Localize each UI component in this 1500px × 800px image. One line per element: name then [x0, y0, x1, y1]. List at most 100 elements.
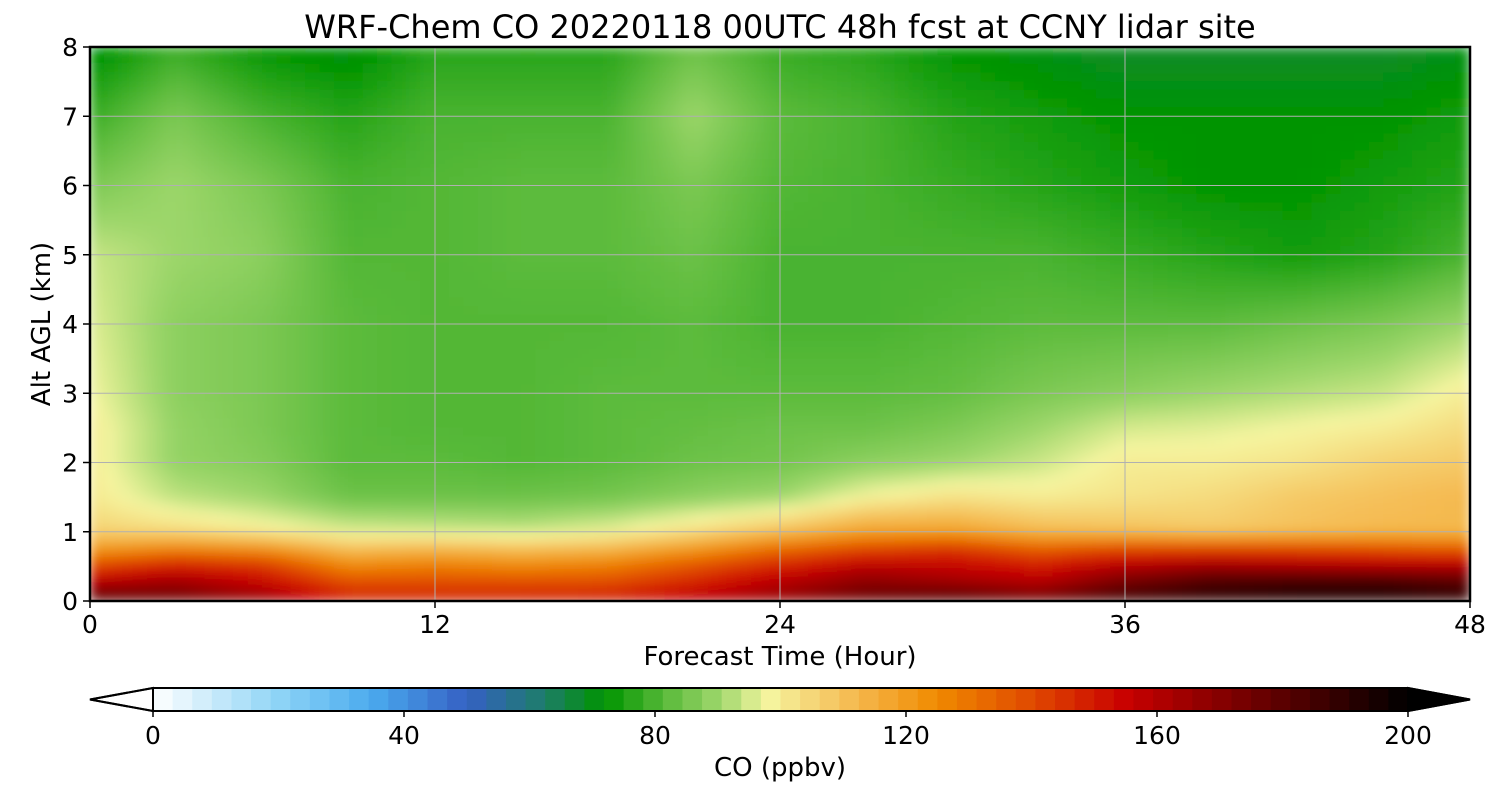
heatmap-cell [678, 185, 695, 195]
heatmap-cell [377, 384, 393, 394]
heatmap-cell [118, 167, 134, 178]
heatmap-cell [506, 202, 522, 212]
heatmap-cell [103, 262, 120, 273]
heatmap-cell [952, 366, 968, 377]
heatmap-cell [1052, 159, 1069, 169]
heatmap-cell [161, 280, 177, 290]
heatmap-cell [822, 133, 839, 143]
heatmap-cell [1239, 375, 1255, 386]
heatmap-cell [405, 47, 422, 57]
heatmap-cell [247, 358, 264, 368]
heatmap-cell [1397, 89, 1414, 100]
heatmap-cell [147, 254, 163, 264]
heatmap-cell [966, 176, 982, 186]
heatmap-cell [880, 323, 896, 334]
heatmap-cell [448, 288, 465, 299]
heatmap-cell [218, 392, 235, 403]
heatmap-cell [175, 63, 192, 74]
heatmap-cell [132, 358, 149, 368]
heatmap-cell [247, 288, 264, 299]
heatmap-cell [1397, 410, 1414, 420]
heatmap-cell [765, 366, 781, 377]
heatmap-cell [1124, 418, 1140, 429]
heatmap-cell [262, 418, 278, 429]
heatmap-cell [880, 159, 896, 169]
heatmap-cell [865, 349, 882, 360]
heatmap-cell [1153, 384, 1169, 394]
heatmap-cell [1282, 366, 1299, 377]
heatmap-cell [1297, 185, 1313, 195]
heatmap-cell [722, 462, 738, 472]
heatmap-cell [103, 254, 120, 264]
heatmap-cell [218, 55, 235, 65]
heatmap-cell [1455, 410, 1470, 420]
heatmap-cell [90, 444, 105, 455]
heatmap-cell [707, 176, 724, 186]
heatmap-cell [190, 124, 206, 135]
heatmap-cell [1167, 133, 1184, 143]
heatmap-cell [103, 245, 120, 256]
heatmap-cell [420, 115, 436, 126]
heatmap-cell [448, 63, 465, 74]
heatmap-cell [966, 236, 982, 247]
heatmap-cell [1268, 210, 1284, 221]
heatmap-cell [664, 210, 680, 221]
heatmap-cell [1038, 176, 1054, 186]
heatmap-cell [779, 81, 795, 91]
heatmap-cell [535, 210, 551, 221]
heatmap-cell [1239, 271, 1255, 282]
heatmap-cell [262, 228, 278, 238]
heatmap-cell [1167, 47, 1184, 57]
heatmap-cell [995, 487, 1011, 498]
heatmap-cell [348, 349, 364, 360]
heatmap-cell [894, 193, 910, 204]
heatmap-cell [434, 470, 450, 481]
heatmap-cell [1023, 141, 1040, 152]
heatmap-cell [880, 167, 896, 178]
heatmap-cell [693, 262, 709, 273]
heatmap-cell [894, 453, 910, 463]
heatmap-cell [420, 185, 436, 195]
heatmap-cell [1052, 219, 1069, 230]
heatmap-cell [218, 444, 235, 455]
heatmap-cell [894, 358, 910, 368]
heatmap-cell [1196, 297, 1212, 308]
heatmap-cell [377, 306, 393, 316]
heatmap-cell [779, 288, 795, 299]
heatmap-cell [333, 176, 350, 186]
heatmap-cell [1239, 219, 1255, 230]
heatmap-cell [693, 72, 709, 83]
heatmap-cell [707, 288, 724, 299]
heatmap-cell [1325, 288, 1342, 299]
heatmap-cell [1167, 271, 1184, 282]
heatmap-cell [1354, 63, 1370, 74]
heatmap-cell [707, 332, 724, 342]
heatmap-cell [1426, 98, 1442, 109]
heatmap-cell [1138, 254, 1155, 264]
heatmap-cell [362, 297, 379, 308]
heatmap-cell [319, 332, 335, 342]
heatmap-cell [808, 427, 824, 438]
heatmap-cell [1210, 427, 1227, 438]
heatmap-cell [1297, 193, 1313, 204]
heatmap-cell [448, 271, 465, 282]
heatmap-cell [908, 375, 925, 386]
heatmap-cell [175, 159, 192, 169]
heatmap-cell [147, 358, 163, 368]
heatmap-cell [1023, 254, 1040, 264]
heatmap-cell [434, 375, 450, 386]
heatmap-cell [894, 436, 910, 446]
heatmap-cell [865, 384, 882, 394]
heatmap-cell [1368, 453, 1385, 463]
heatmap-cell [233, 262, 249, 273]
heatmap-cell [851, 245, 867, 256]
heatmap-cell [405, 401, 422, 412]
heatmap-cell [607, 185, 623, 195]
heatmap-cell [722, 306, 738, 316]
heatmap-cell [362, 332, 379, 342]
heatmap-cell [923, 262, 939, 273]
heatmap-cell [1210, 384, 1227, 394]
heatmap-cell [1110, 340, 1126, 351]
heatmap-cell [851, 444, 867, 455]
heatmap-cell [822, 271, 839, 282]
